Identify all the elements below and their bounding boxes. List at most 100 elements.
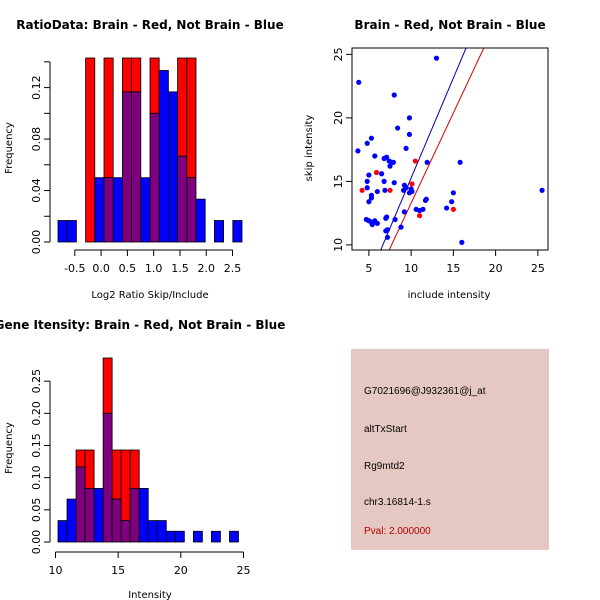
point-not-brain bbox=[382, 187, 388, 193]
y-tick-label: 25 bbox=[332, 47, 345, 61]
bar-overlap bbox=[122, 91, 133, 243]
bar-not-brain bbox=[57, 520, 68, 543]
probe-id: G7021696@J932361@j_at bbox=[364, 386, 486, 397]
y-tick-label: 0.10 bbox=[30, 465, 43, 490]
point-not-brain bbox=[433, 55, 440, 61]
chart-title: RatioData: Brain - Red, Not Brain - Blue bbox=[16, 18, 283, 32]
point-not-brain bbox=[403, 185, 409, 191]
bar-overlap bbox=[129, 488, 140, 543]
event-type: altTxStart bbox=[364, 424, 407, 435]
plot-group bbox=[355, 48, 545, 250]
ratio-histogram: RatioData: Brain - Red, Not Brain - Blue… bbox=[4, 18, 284, 300]
y-tick-label: 0.04 bbox=[30, 178, 43, 203]
bar-brain bbox=[186, 57, 197, 179]
point-not-brain bbox=[444, 205, 450, 211]
point-not-brain bbox=[368, 135, 375, 141]
point-not-brain bbox=[401, 209, 407, 215]
point-not-brain bbox=[409, 188, 415, 195]
bar-not-brain bbox=[174, 530, 185, 543]
gene-name: Rg9mtd2 bbox=[364, 461, 405, 472]
x-tick-label: 25 bbox=[236, 564, 250, 577]
x-axis-label: include intensity bbox=[408, 290, 491, 300]
bar-overlap bbox=[111, 498, 122, 543]
p-value: Pval: 2.000000 bbox=[364, 526, 431, 537]
bar-not-brain bbox=[66, 220, 77, 243]
x-tick-label: 2.0 bbox=[198, 262, 216, 275]
point-not-brain bbox=[384, 154, 390, 160]
point-not-brain bbox=[406, 131, 413, 137]
y-axis-label: Frequency bbox=[4, 122, 15, 174]
bar-not-brain bbox=[232, 220, 243, 243]
point-not-brain bbox=[391, 92, 397, 98]
x-tick-label: 20 bbox=[174, 564, 188, 577]
point-brain bbox=[416, 213, 423, 219]
bar-overlap bbox=[186, 177, 197, 243]
axes-group: 10 15 20 25 5 10 15 20 25 bbox=[332, 47, 549, 275]
point-not-brain bbox=[366, 172, 372, 178]
bar-brain bbox=[111, 449, 122, 500]
y-tick-label: 10 bbox=[332, 238, 345, 252]
y-tick-label: 0.20 bbox=[30, 401, 43, 426]
bar-overlap bbox=[149, 112, 160, 243]
point-not-brain bbox=[391, 180, 397, 186]
point-brain bbox=[359, 187, 365, 193]
bar-not-brain bbox=[138, 488, 149, 543]
bar-brain bbox=[122, 57, 133, 93]
x-tick-label: 15 bbox=[111, 564, 125, 577]
point-not-brain bbox=[364, 178, 370, 184]
bar-not-brain bbox=[93, 488, 104, 543]
bar-brain bbox=[149, 57, 160, 114]
y-axis-label: skip intensity bbox=[304, 115, 315, 182]
plot-frame bbox=[351, 47, 549, 251]
point-not-brain bbox=[381, 178, 387, 184]
point-not-brain bbox=[398, 224, 404, 230]
genomic-location: chr3.16814-1.s bbox=[364, 497, 431, 508]
probe-info-box: G7021696@J932361@j_at altTxStart Rg9mtd2… bbox=[351, 349, 549, 550]
point-not-brain bbox=[374, 220, 380, 226]
point-not-brain bbox=[378, 171, 385, 177]
chart-title: Gene Itensity: Brain - Red, Not Brain - … bbox=[0, 318, 285, 332]
bar-not-brain bbox=[57, 220, 68, 243]
point-brain bbox=[409, 181, 415, 187]
x-tick-label: 5 bbox=[365, 262, 372, 275]
bars-group bbox=[57, 57, 243, 243]
point-not-brain bbox=[457, 159, 463, 165]
gene-intensity-histogram: Gene Itensity: Brain - Red, Not Brain - … bbox=[0, 318, 285, 600]
bar-overlap bbox=[102, 412, 113, 543]
point-not-brain bbox=[368, 195, 375, 201]
point-not-brain bbox=[390, 159, 396, 165]
point-not-brain bbox=[384, 227, 391, 233]
point-not-brain bbox=[364, 140, 370, 146]
point-not-brain bbox=[449, 199, 455, 205]
bar-not-brain bbox=[112, 177, 123, 243]
bar-brain bbox=[103, 57, 114, 179]
y-tick-label: 0.12 bbox=[30, 75, 43, 100]
x-tick-label: 20 bbox=[489, 262, 503, 275]
point-not-brain bbox=[366, 199, 372, 205]
bar-brain bbox=[120, 449, 131, 521]
point-not-brain bbox=[364, 185, 370, 191]
point-not-brain bbox=[369, 221, 375, 228]
bar-brain bbox=[177, 57, 188, 157]
bar-brain bbox=[75, 449, 86, 468]
y-tick-label: 15 bbox=[332, 174, 345, 188]
bar-not-brain bbox=[66, 498, 77, 543]
bar-not-brain bbox=[229, 530, 239, 543]
y-tick-label: 0.05 bbox=[30, 498, 43, 523]
x-tick-label: 1.0 bbox=[145, 262, 163, 275]
bar-overlap bbox=[75, 466, 86, 543]
x-tick-label: 25 bbox=[531, 262, 545, 275]
bar-not-brain bbox=[156, 520, 167, 543]
point-brain bbox=[387, 187, 393, 193]
bar-brain bbox=[102, 357, 113, 414]
x-tick-label: 10 bbox=[48, 564, 62, 577]
bar-brain bbox=[131, 57, 142, 93]
bar-overlap bbox=[131, 91, 142, 243]
y-tick-label: 0.25 bbox=[30, 369, 43, 394]
point-not-brain bbox=[459, 239, 465, 245]
point-not-brain bbox=[392, 216, 398, 223]
x-tick-label: 0.5 bbox=[119, 262, 137, 275]
point-not-brain bbox=[450, 190, 456, 196]
x-axis-label: Log2 Ratio Skip/Include bbox=[91, 290, 208, 300]
bar-overlap bbox=[177, 155, 188, 243]
